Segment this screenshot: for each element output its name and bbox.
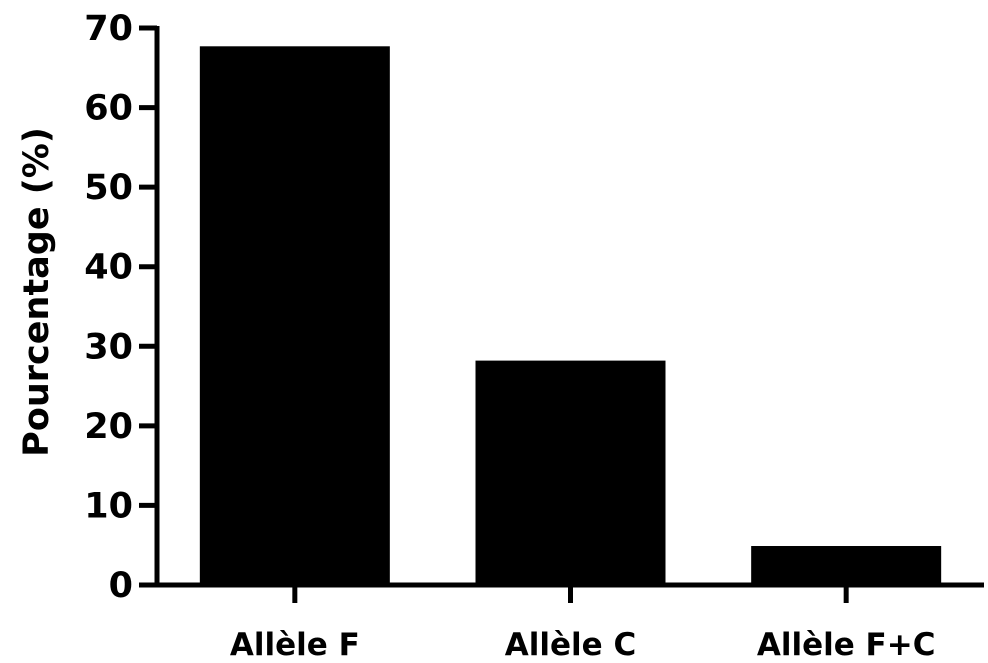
bar-3: [751, 546, 942, 585]
y-tick-label-50: 50: [84, 168, 133, 208]
y-tick-label-30: 30: [84, 327, 133, 367]
bars: [199, 46, 942, 585]
y-tick-label-20: 20: [84, 407, 133, 447]
bar-1: [199, 46, 390, 585]
y-axis: 0 10 20 30 40 50 60 70: [84, 9, 160, 606]
y-tick-label-70: 70: [84, 9, 133, 49]
x-tick-label-1: Allèle F: [230, 627, 360, 663]
y-tick-label-10: 10: [84, 486, 133, 526]
y-tick-label-60: 60: [84, 89, 133, 129]
y-tick-label-40: 40: [84, 248, 133, 288]
bar-2: [475, 360, 666, 585]
y-tick-label-0: 0: [109, 566, 133, 606]
x-tick-label-2: Allèle C: [505, 627, 636, 663]
x-tick-label-3: Allèle F+C: [757, 627, 936, 663]
y-axis-label: Pourcentage (%): [17, 127, 57, 457]
x-axis: Allèle F Allèle C Allèle F+C: [155, 582, 984, 663]
